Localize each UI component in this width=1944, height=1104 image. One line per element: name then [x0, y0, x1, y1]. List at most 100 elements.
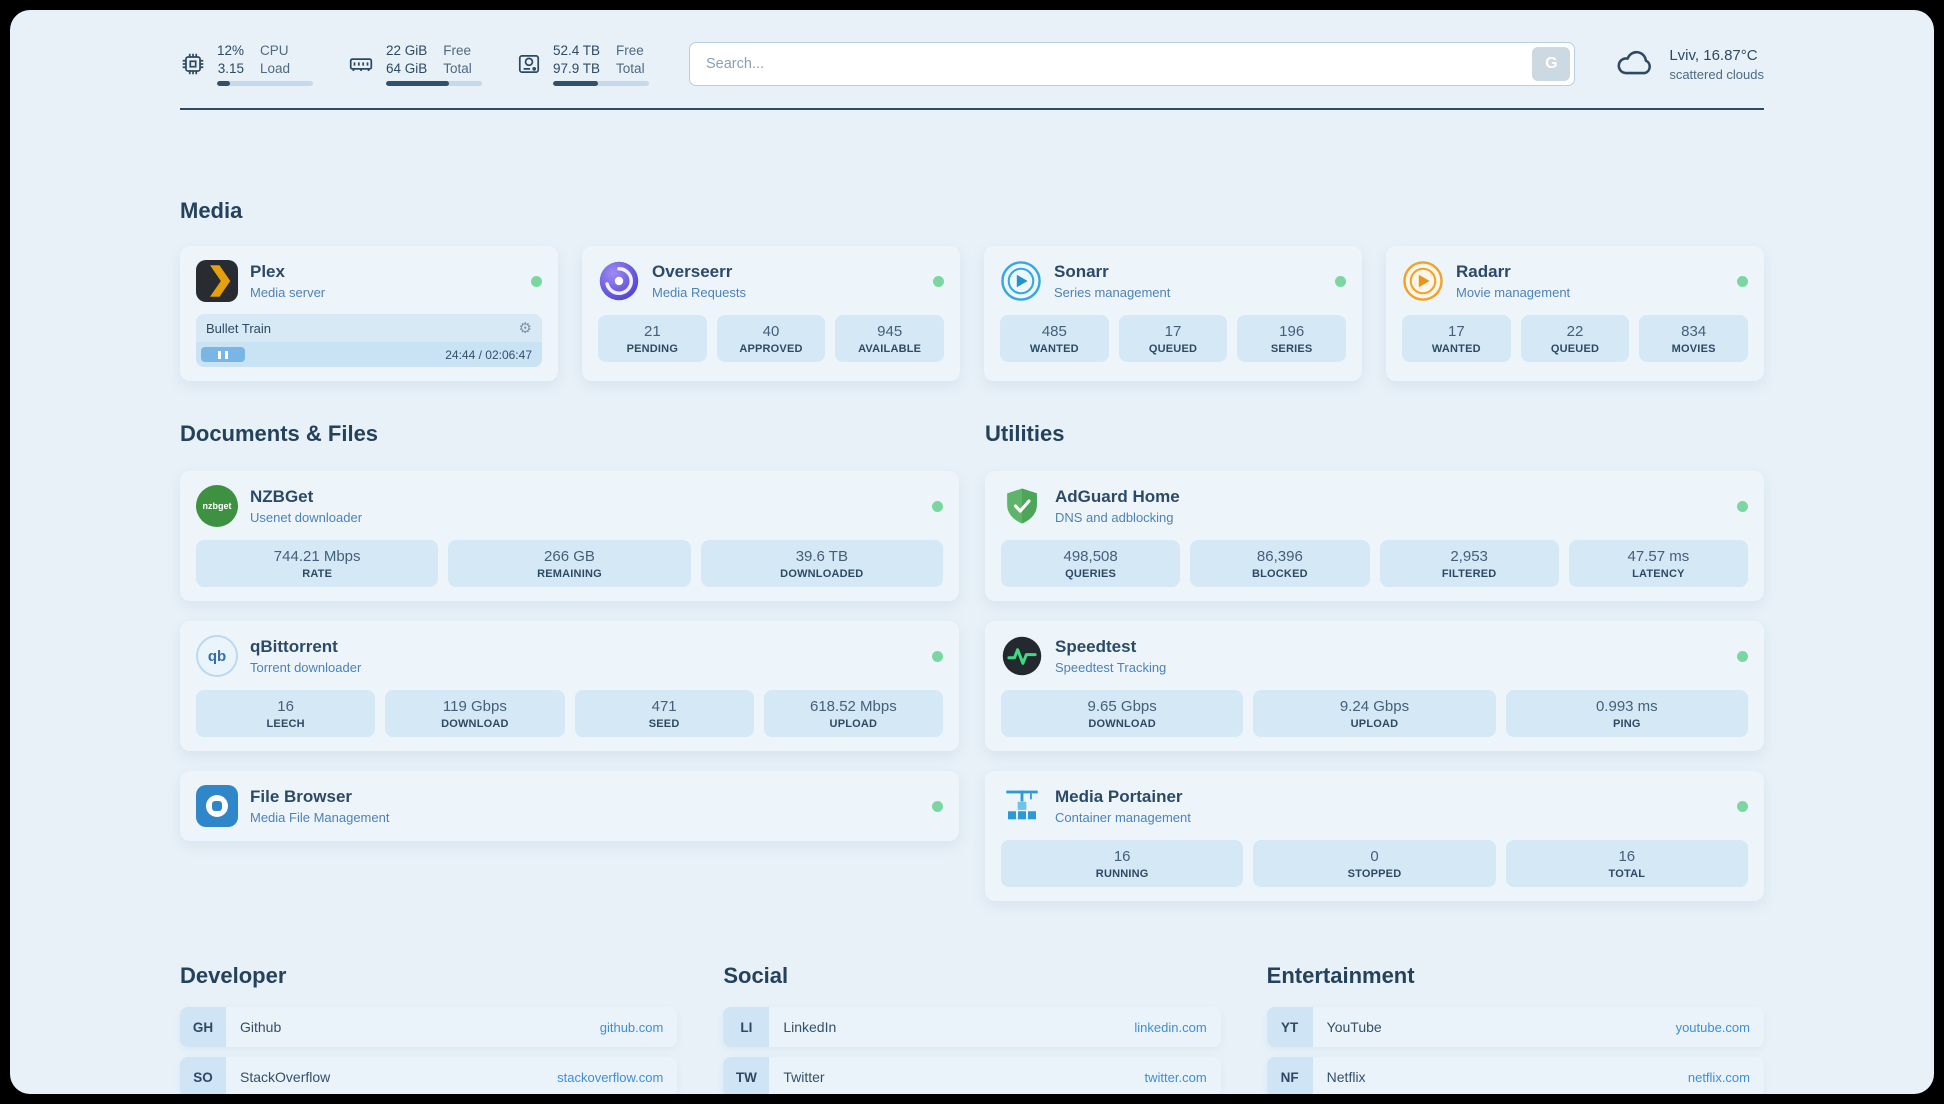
service-subtitle: Series management	[1054, 285, 1171, 300]
entertainment-group-title: Entertainment	[1266, 963, 1415, 988]
service-subtitle: Media Requests	[652, 285, 746, 300]
service-name: AdGuard Home	[1055, 487, 1180, 506]
cloud-icon	[1615, 45, 1657, 84]
nzbget-card[interactable]: nzbget NZBGet Usenet downloader 744.21 M…	[180, 471, 959, 601]
portainer-icon	[1001, 785, 1043, 827]
stat-box: 16 RUNNING	[1001, 840, 1244, 887]
stat-box: 86,396 BLOCKED	[1190, 540, 1370, 587]
bookmark-name: Netflix	[1326, 1069, 1366, 1085]
bookmark-domain: netflix.com	[1687, 1069, 1750, 1085]
stat-box: 39.6 TB DOWNLOADED	[700, 540, 943, 587]
adguard-card[interactable]: AdGuard Home DNS and adblocking 498,508 Q…	[985, 471, 1764, 601]
media-section: Media Plex Media server Bullet Train	[180, 198, 1764, 381]
service-name: Radarr	[1456, 262, 1511, 281]
status-dot	[531, 275, 542, 287]
weather-description: scattered clouds	[1669, 66, 1764, 82]
topbar: 12% 3.15 CPU Load	[180, 10, 1764, 86]
weather-widget: Lviv, 16.87°C scattered clouds	[1615, 45, 1764, 84]
search-provider-button[interactable]: G	[1532, 47, 1571, 81]
bookmark-stackoverflow[interactable]: SO StackOverflow stackoverflow.com	[180, 1057, 678, 1094]
bookmark-domain: twitter.com	[1144, 1069, 1207, 1085]
bookmark-youtube[interactable]: YT YouTube youtube.com	[1266, 1007, 1764, 1047]
service-name: Plex	[250, 262, 285, 281]
bookmark-name: Github	[240, 1019, 282, 1035]
bookmark-abbr: YT	[1266, 1007, 1313, 1047]
now-playing-title: Bullet Train	[206, 320, 272, 336]
filebrowser-icon	[196, 785, 238, 827]
stat-box: 9.24 Gbps UPLOAD	[1253, 690, 1496, 737]
pause-button[interactable]	[201, 347, 245, 362]
playback-progress-bar[interactable]: 24:44 / 02:06:47	[196, 342, 542, 367]
stat-box: 119 Gbps DOWNLOAD	[385, 690, 565, 737]
status-dot	[1737, 275, 1748, 287]
utilities-section: Utilities AdGuard Home	[985, 421, 1764, 901]
bookmark-group-entertainment: Entertainment YT YouTube youtube.com NF …	[1266, 963, 1764, 1094]
stat-box: 22 QUEUED	[1520, 315, 1630, 362]
bookmark-domain: linkedin.com	[1134, 1019, 1207, 1035]
status-dot	[932, 500, 943, 512]
speedtest-card[interactable]: Speedtest Speedtest Tracking 9.65 Gbps DO…	[985, 621, 1764, 751]
plex-card[interactable]: Plex Media server Bullet Train ⚙ 24:44 /…	[180, 246, 558, 381]
filebrowser-card[interactable]: File Browser Media File Management	[180, 771, 959, 841]
service-subtitle: Speedtest Tracking	[1055, 660, 1167, 675]
stat-box: 16 LEECH	[196, 690, 376, 737]
documents-section-title: Documents & Files	[180, 421, 379, 446]
memory-widget: 22 GiB 64 GiB Free Total	[347, 43, 482, 86]
stat-box: 618.52 Mbps UPLOAD	[763, 690, 943, 737]
stat-box: 21 PENDING	[598, 315, 707, 362]
memory-free-value: 22 GiB	[386, 42, 428, 58]
bookmark-github[interactable]: GH Github github.com	[180, 1007, 678, 1047]
disk-icon	[516, 51, 542, 77]
stat-box: 266 GB REMAINING	[448, 540, 691, 587]
status-dot	[1737, 800, 1748, 812]
resource-widgets: 12% 3.15 CPU Load	[180, 43, 649, 86]
overseerr-card[interactable]: Overseerr Media Requests 21 PENDING 40 APP…	[582, 246, 960, 381]
bookmark-group-developer: Developer GH Github github.com SO StackO…	[180, 963, 678, 1094]
memory-total-label: Total	[443, 60, 472, 76]
status-dot	[1335, 275, 1346, 287]
bookmarks: Developer GH Github github.com SO StackO…	[180, 963, 1764, 1094]
bookmark-name: LinkedIn	[783, 1019, 837, 1035]
bookmark-twitter[interactable]: TW Twitter twitter.com	[723, 1057, 1221, 1094]
search-bar: G	[689, 42, 1576, 86]
stat-box: 834 MOVIES	[1639, 315, 1748, 362]
radarr-icon	[1402, 260, 1444, 302]
dashboard-page: 12% 3.15 CPU Load	[10, 10, 1934, 1094]
status-dot	[932, 650, 943, 662]
memory-icon	[347, 51, 375, 77]
disk-free-label: Free	[616, 42, 644, 58]
service-name: Sonarr	[1054, 262, 1109, 281]
cpu-widget: 12% 3.15 CPU Load	[180, 43, 313, 86]
stat-box: 0.993 ms PING	[1505, 690, 1748, 737]
status-dot	[1737, 650, 1748, 662]
bookmark-linkedin[interactable]: LI LinkedIn linkedin.com	[723, 1007, 1221, 1047]
stat-box: 498,508 QUERIES	[1001, 540, 1181, 587]
radarr-card[interactable]: Radarr Movie management 17 WANTED 22 QUEUE…	[1386, 246, 1764, 381]
stat-box: 9.65 Gbps DOWNLOAD	[1001, 690, 1244, 737]
status-dot	[932, 800, 943, 812]
bookmark-netflix[interactable]: NF Netflix netflix.com	[1266, 1057, 1764, 1094]
nzbget-icon: nzbget	[196, 485, 238, 527]
disk-widget: 52.4 TB 97.9 TB Free Total	[516, 43, 649, 86]
sonarr-card[interactable]: Sonarr Series management 485 WANTED 17 QUE…	[984, 246, 1362, 381]
bookmark-domain: github.com	[599, 1019, 664, 1035]
bookmark-abbr: TW	[723, 1057, 770, 1094]
search-input[interactable]	[689, 42, 1576, 86]
speedtest-icon	[1001, 635, 1043, 677]
service-name: NZBGet	[250, 487, 314, 506]
settings-icon[interactable]: ⚙	[518, 320, 532, 337]
bookmark-domain: youtube.com	[1675, 1019, 1750, 1035]
cpu-icon	[180, 51, 206, 77]
bookmark-abbr: GH	[180, 1007, 226, 1047]
memory-total-value: 64 GiB	[386, 60, 428, 76]
cpu-progress-bar	[217, 80, 313, 86]
service-name: qBittorrent	[250, 637, 338, 656]
disk-total-value: 97.9 TB	[553, 60, 601, 76]
stat-box: 485 WANTED	[1000, 315, 1109, 362]
bookmark-name: Twitter	[783, 1069, 825, 1085]
status-dot	[933, 275, 944, 287]
qbittorrent-card[interactable]: qb qBittorrent Torrent downloader 16 LEEC…	[180, 621, 959, 751]
service-subtitle: Media File Management	[250, 810, 390, 825]
portainer-card[interactable]: Media Portainer Container management 16 R…	[985, 771, 1764, 901]
stat-box: 17 WANTED	[1402, 315, 1511, 362]
